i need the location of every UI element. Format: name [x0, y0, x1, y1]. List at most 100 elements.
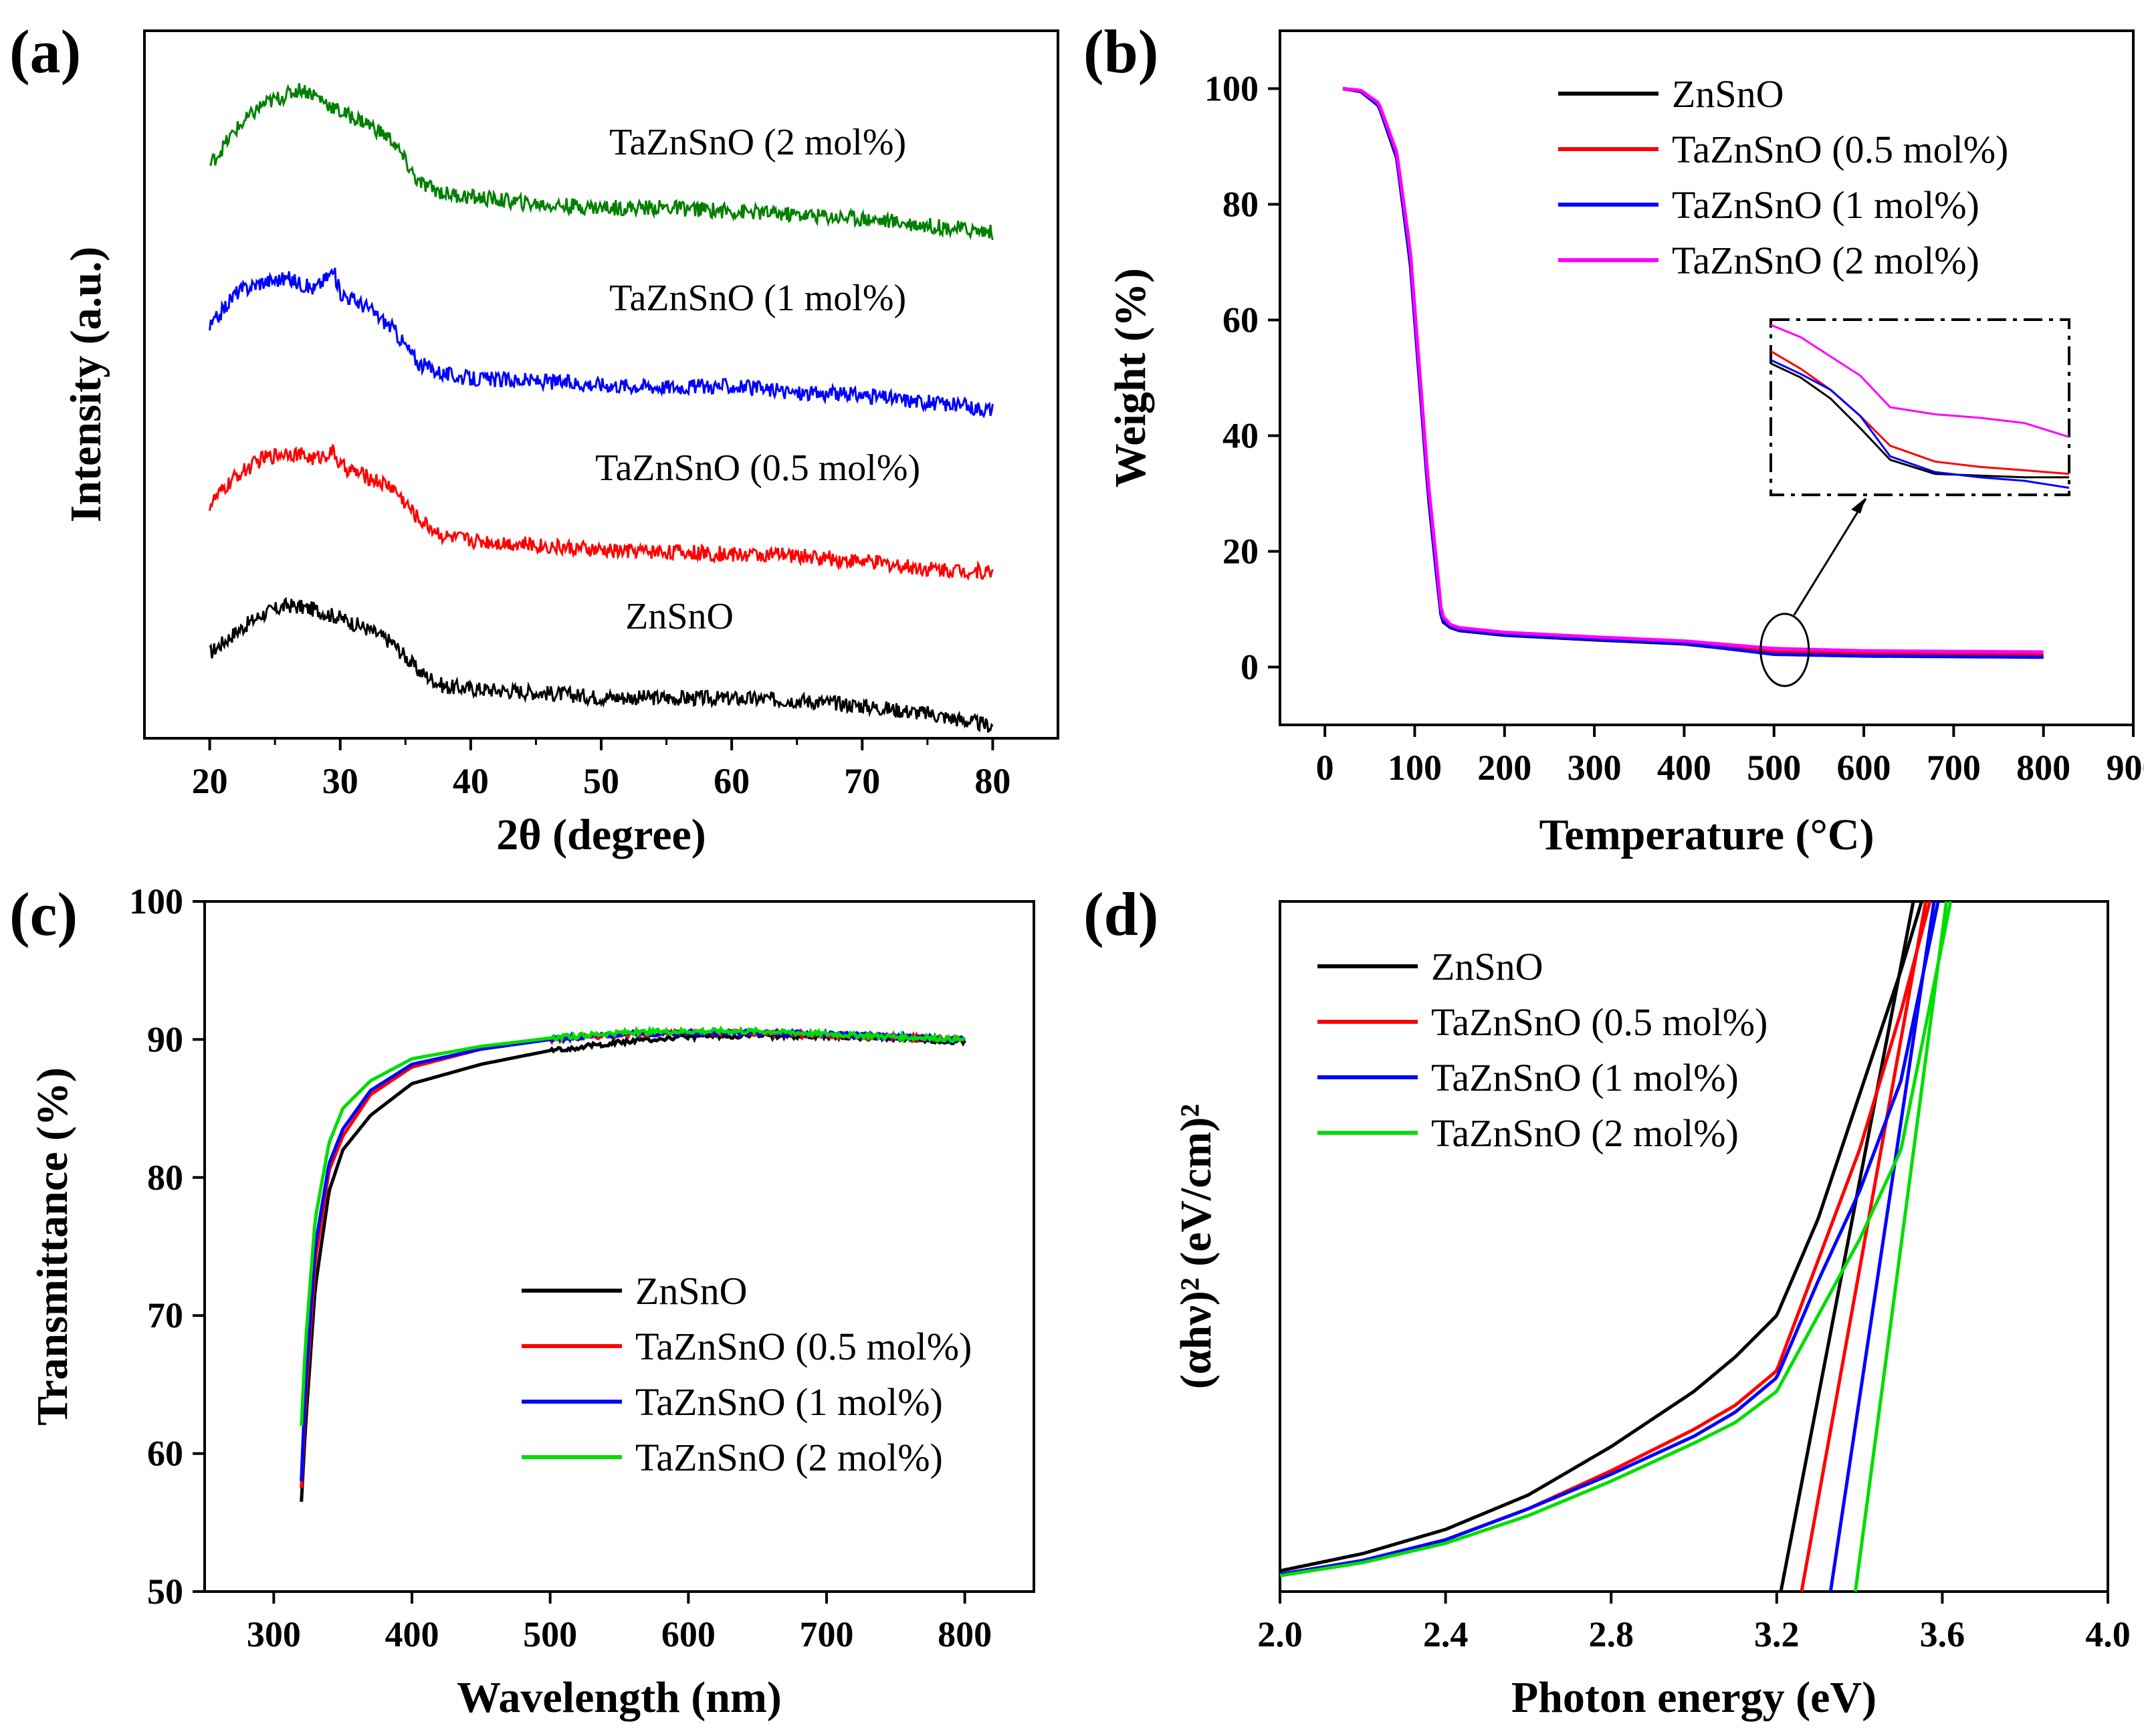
y-axis-title: Transmittance (%) — [28, 1067, 77, 1426]
panel-label-b: (b) — [1083, 17, 1158, 86]
y-axis-title: (αhν)² (eV/cm)² — [1172, 1104, 1220, 1390]
zoom-ellipse — [1759, 613, 1810, 687]
plot-frame — [1279, 29, 2135, 726]
legend-label: ZnSnO — [1672, 72, 1784, 116]
y-axis-title: Weight (%) — [1106, 268, 1155, 487]
legend: ZnSnO TaZnSnO (0.5 mol%) TaZnSnO (1 mol%) T… — [522, 1269, 972, 1479]
x-tick-label: 400 — [1657, 748, 1711, 788]
legend-label: TaZnSnO (0.5 mol%) — [1672, 128, 2008, 171]
x-tick-label: 0 — [1316, 748, 1334, 788]
series-line-3 — [1279, 901, 1940, 1576]
series-line-4 — [1342, 87, 2044, 654]
legend-label: TaZnSnO (0.5 mol%) — [1431, 1000, 1767, 1044]
x-tick-label: 500 — [523, 1614, 577, 1654]
series-line-3 — [209, 267, 994, 419]
y-tick-label: 90 — [147, 1019, 183, 1059]
y-tick-label: 60 — [147, 1434, 183, 1474]
legend: ZnSnO TaZnSnO (0.5 mol%) TaZnSnO (1 mol%) T… — [1317, 945, 1767, 1155]
y-tick-label: 100 — [129, 881, 183, 921]
x-tick-label: 2.8 — [1588, 1614, 1634, 1654]
x-axis-title: Photon energy (eV) — [1511, 1673, 1877, 1722]
y-tick-label: 20 — [1222, 532, 1259, 572]
x-tick-label: 30 — [322, 761, 358, 801]
zoom-arrowhead — [1851, 498, 1866, 514]
series-line-1 — [1342, 87, 2044, 659]
tangent-line-3 — [1828, 901, 1936, 1592]
x-tick-label: 3.2 — [1754, 1614, 1800, 1654]
x-axis-title: Temperature (°C) — [1539, 810, 1874, 859]
series-line-4 — [209, 83, 994, 241]
x-axis-title: Wavelength (nm) — [457, 1673, 782, 1722]
series-line-2 — [209, 444, 994, 581]
legend-label: ZnSnO — [635, 1269, 748, 1313]
y-tick-label: 40 — [1222, 416, 1259, 456]
plot-frame — [1279, 900, 2109, 1593]
legend-label: TaZnSnO (1 mol%) — [1431, 1056, 1739, 1099]
x-tick-label: 400 — [385, 1614, 439, 1654]
inset — [1759, 318, 2070, 687]
x-tick-label: 800 — [938, 1614, 992, 1654]
y-tick-label: 60 — [1222, 300, 1259, 340]
y-tick-label: 100 — [1204, 69, 1259, 109]
inset-series-3 — [1770, 358, 2070, 489]
y-tick-label: 50 — [147, 1571, 183, 1612]
x-tick-label: 50 — [583, 761, 619, 801]
inset-frame — [1770, 318, 2070, 496]
y-tick-label: 80 — [1222, 185, 1259, 225]
tangent-line-4 — [1853, 901, 1949, 1592]
y-tick-label: 0 — [1241, 647, 1259, 687]
y-tick-label: 80 — [147, 1158, 183, 1198]
x-tick-label: 700 — [1927, 748, 1981, 788]
x-tick-label: 300 — [247, 1614, 301, 1654]
x-tick-label: 2.4 — [1423, 1614, 1469, 1654]
x-tick-label: 20 — [192, 761, 228, 801]
x-tick-label: 100 — [1388, 748, 1442, 788]
series-line-1 — [300, 1030, 966, 1502]
legend-label: TaZnSnO (1 mol%) — [1672, 183, 1979, 227]
series-line-4 — [300, 1025, 966, 1426]
x-tick-label: 2.0 — [1257, 1614, 1303, 1654]
x-tick-label: 700 — [800, 1614, 854, 1654]
series-label-2: TaZnSnO (0.5 mol%) — [595, 447, 920, 489]
x-tick-label: 40 — [453, 761, 489, 801]
panel-label-a: (a) — [9, 17, 81, 86]
series-line-3 — [1342, 87, 2044, 659]
inset-series-4 — [1770, 324, 2070, 438]
x-tick-label: 60 — [714, 761, 750, 801]
x-tick-label: 80 — [974, 761, 1010, 801]
legend-label: TaZnSnO (0.5 mol%) — [635, 1325, 972, 1368]
legend-label: ZnSnO — [1431, 945, 1543, 988]
legend-label: TaZnSnO (1 mol%) — [635, 1380, 943, 1424]
x-tick-label: 4.0 — [2085, 1614, 2131, 1654]
series-line-4 — [1279, 901, 1953, 1578]
legend-label: TaZnSnO (2 mol%) — [1672, 239, 1979, 282]
tangent-line-1 — [1779, 901, 1915, 1592]
legend: ZnSnO TaZnSnO (0.5 mol%) TaZnSnO (1 mol%) T… — [1558, 72, 2008, 282]
x-tick-label: 300 — [1568, 748, 1622, 788]
y-tick-label: 70 — [147, 1295, 183, 1335]
x-tick-label: 600 — [1837, 748, 1891, 788]
x-axis-title: 2θ (degree) — [496, 810, 706, 859]
zoom-arrow — [1793, 498, 1867, 616]
legend-label: TaZnSnO (2 mol%) — [635, 1436, 943, 1479]
series-line-1 — [209, 596, 994, 733]
y-axis-title: Intensity (a.u.) — [62, 247, 110, 523]
x-tick-label: 200 — [1477, 748, 1531, 788]
x-tick-label: 70 — [844, 761, 880, 801]
inset-series-2 — [1770, 350, 2070, 475]
legend-label: TaZnSnO (2 mol%) — [1431, 1111, 1739, 1155]
x-tick-label: 600 — [661, 1614, 716, 1654]
x-tick-label: 900 — [2107, 748, 2144, 788]
panel-c: (c) 300 400 500 600 700 800 50 60 70 80 90 100 Wavele… — [9, 880, 1035, 1722]
panel-a: (a) ZnSnO TaZnSnO (0.5 mol%) TaZnSnO (1 mol… — [9, 17, 1059, 859]
panel-d: (d) 2.0 2.4 2.8 3.2 3.6 4.0 Photon energy (eV) (… — [1083, 880, 2131, 1722]
tangent-line-2 — [1800, 901, 1928, 1592]
x-tick-label: 3.6 — [1920, 1614, 1965, 1654]
series-label-1: ZnSnO — [625, 596, 734, 637]
panel-b: (b) 0 100 200 300 400 500 600 700 800 900 0 20 40 60 80… — [1083, 17, 2144, 859]
panel-label-c: (c) — [9, 880, 78, 948]
panel-label-d: (d) — [1083, 880, 1158, 948]
plot-frame — [203, 900, 1035, 1593]
inset-series-1 — [1770, 362, 2069, 479]
